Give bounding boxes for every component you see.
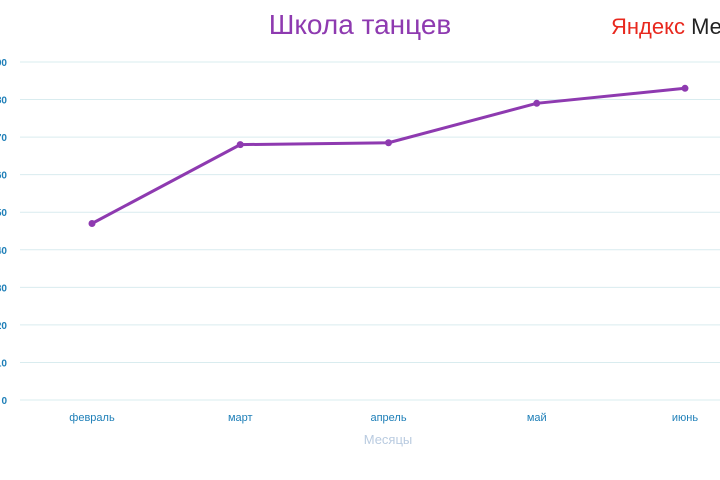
y-tick-label: 0 xyxy=(1,396,7,407)
y-tick-label: 20 xyxy=(0,321,7,332)
logo-red-text: Яндекс xyxy=(611,14,685,39)
y-tick-label: 30 xyxy=(0,283,7,294)
x-tick-label: март xyxy=(228,412,253,424)
chart-title: Школа танцев xyxy=(269,9,452,40)
y-tick-label: 60 xyxy=(0,171,7,182)
data-point xyxy=(385,139,392,147)
x-axis-ticks: февраль март апрель май июнь xyxy=(69,412,698,424)
data-points xyxy=(88,84,689,227)
x-tick-label: февраль xyxy=(69,412,115,424)
data-point xyxy=(533,99,541,107)
x-tick-label: май xyxy=(527,412,547,424)
y-tick-label: 10 xyxy=(0,358,7,369)
x-tick-label: апрель xyxy=(370,412,406,424)
y-tick-label: 90 xyxy=(0,58,7,69)
x-tick-label: июнь xyxy=(672,412,698,424)
x-axis-label: Месяцы xyxy=(364,432,413,447)
data-point xyxy=(236,141,244,149)
y-axis-ticks: 0 10 20 30 40 50 60 70 80 90 xyxy=(0,58,7,407)
y-tick-label: 40 xyxy=(0,246,7,257)
logo-black-text: Метрика xyxy=(685,14,720,39)
data-point xyxy=(681,84,689,92)
y-tick-label: 50 xyxy=(0,208,7,219)
svg-text:Яндекс Метрика: Яндекс Метрика xyxy=(611,14,720,39)
data-point xyxy=(88,219,96,227)
y-tick-label: 80 xyxy=(0,96,7,107)
yandex-metrica-logo: Яндекс Метрика xyxy=(611,14,720,39)
gridlines xyxy=(20,61,720,401)
y-tick-label: 70 xyxy=(0,133,7,144)
series-line xyxy=(91,86,686,225)
